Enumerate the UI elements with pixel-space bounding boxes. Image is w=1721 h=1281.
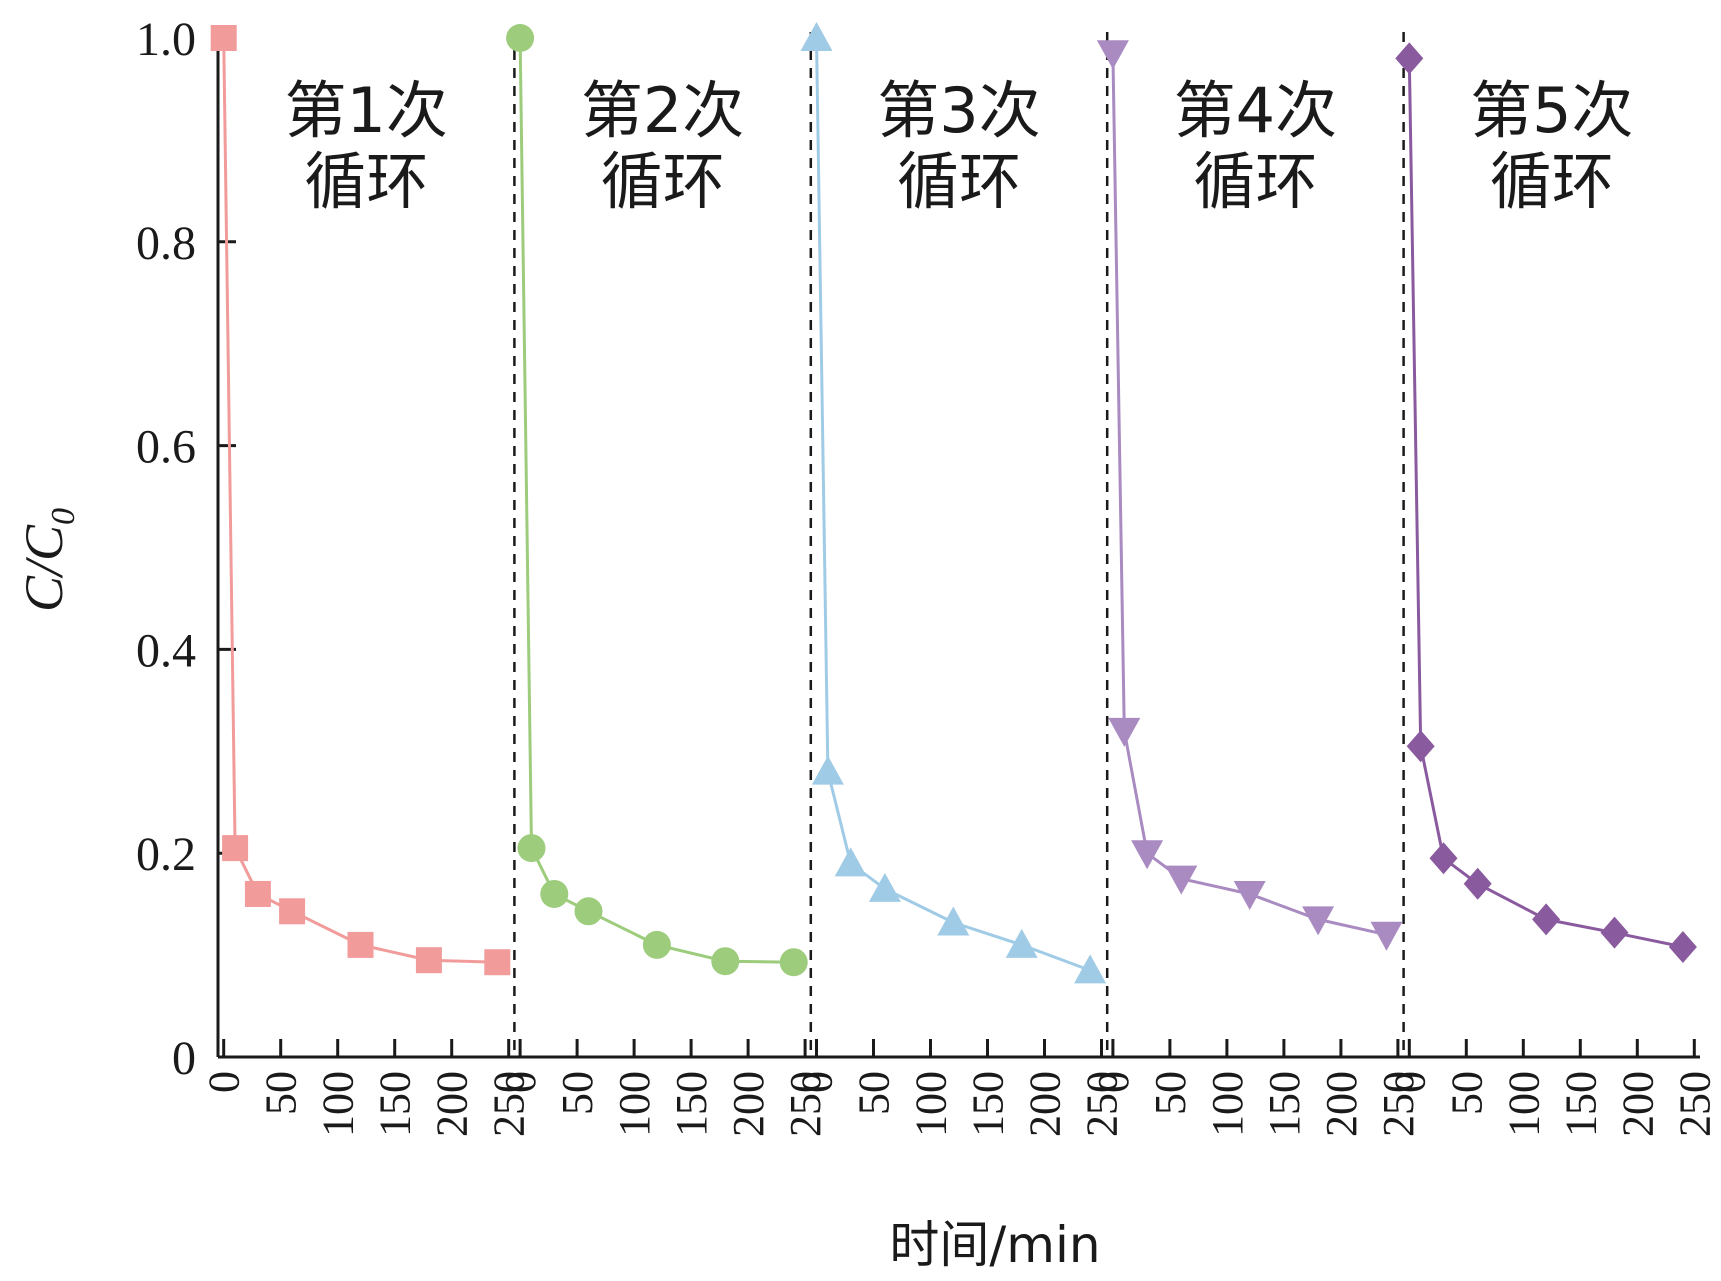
data-point-1-4 bbox=[347, 931, 374, 958]
data-point-3-4 bbox=[937, 906, 970, 936]
cycle-label-3-line1: 第3次 bbox=[877, 74, 1040, 147]
data-point-5-5 bbox=[1600, 916, 1629, 949]
x-tick-label-2-4: 200 bbox=[1021, 1071, 1070, 1137]
data-point-1-5 bbox=[415, 947, 442, 974]
cycle-label-3-line2: 循环 bbox=[897, 145, 1021, 218]
data-point-3-2 bbox=[834, 847, 867, 877]
data-point-5-2 bbox=[1429, 842, 1458, 875]
data-point-2-0 bbox=[506, 24, 535, 52]
y-tick-label-2: 0.4 bbox=[136, 624, 196, 677]
y-axis-title-subscript: 0 bbox=[45, 508, 82, 525]
data-point-2-2 bbox=[540, 879, 569, 908]
y-tick-label-0: 0 bbox=[172, 1032, 196, 1085]
y-tick-label-3: 0.6 bbox=[136, 421, 196, 474]
cycle-label-2-line2: 循环 bbox=[601, 145, 725, 218]
x-tick-label-0-0: 0 bbox=[200, 1071, 249, 1093]
x-tick-label-4-3: 150 bbox=[1556, 1071, 1605, 1137]
cycle-label-1-line2: 循环 bbox=[304, 145, 428, 218]
data-point-3-1 bbox=[811, 755, 844, 785]
x-tick-label-3-1: 50 bbox=[1146, 1071, 1195, 1115]
data-point-1-3 bbox=[279, 898, 306, 925]
x-tick-label-4-5: 250 bbox=[1670, 1071, 1719, 1137]
cycle-label-4-line2: 循环 bbox=[1193, 145, 1317, 218]
y-tick-label-4: 0.8 bbox=[136, 217, 196, 270]
data-point-1-2 bbox=[244, 880, 271, 907]
data-point-4-3 bbox=[1165, 865, 1198, 895]
data-point-1-6 bbox=[484, 949, 511, 976]
x-tick-label-3-2: 100 bbox=[1203, 1071, 1252, 1137]
data-point-2-5 bbox=[711, 947, 740, 976]
cycle-label-1-line1: 第1次 bbox=[284, 74, 447, 147]
x-tick-label-2-1: 50 bbox=[850, 1071, 899, 1115]
data-point-1-0 bbox=[210, 25, 237, 51]
x-tick-label-0-1: 50 bbox=[257, 1071, 306, 1115]
x-tick-label-3-0: 0 bbox=[1089, 1071, 1138, 1093]
x-tick-label-3-4: 200 bbox=[1317, 1071, 1366, 1137]
cycle-label-5-line1: 第5次 bbox=[1470, 74, 1633, 147]
x-axis-title: 时间/min bbox=[889, 1216, 1100, 1274]
x-tick-label-0-5: 250 bbox=[485, 1071, 534, 1137]
data-point-4-1 bbox=[1108, 717, 1141, 747]
y-tick-label-5: 1.0 bbox=[136, 13, 196, 66]
data-point-3-5 bbox=[1005, 928, 1038, 958]
x-tick-label-4-0: 0 bbox=[1385, 1071, 1434, 1093]
cycle-label-2-line1: 第2次 bbox=[581, 74, 744, 147]
data-point-3-3 bbox=[868, 872, 901, 902]
data-point-5-4 bbox=[1532, 903, 1561, 936]
y-tick-label-1: 0.2 bbox=[136, 828, 196, 881]
data-point-4-2 bbox=[1131, 840, 1164, 870]
data-point-2-6 bbox=[779, 948, 808, 977]
data-point-5-1 bbox=[1406, 730, 1435, 763]
data-point-2-4 bbox=[642, 930, 671, 959]
data-point-3-6 bbox=[1074, 954, 1107, 984]
x-tick-label-1-3: 150 bbox=[667, 1071, 716, 1137]
data-point-2-1 bbox=[517, 834, 546, 863]
data-point-5-3 bbox=[1463, 867, 1492, 900]
x-tick-label-0-2: 100 bbox=[314, 1071, 363, 1137]
x-tick-label-2-3: 150 bbox=[964, 1071, 1013, 1137]
data-point-1-1 bbox=[222, 835, 249, 862]
x-tick-label-4-4: 200 bbox=[1613, 1071, 1662, 1137]
x-tick-label-2-2: 100 bbox=[907, 1071, 956, 1137]
x-tick-label-3-3: 150 bbox=[1260, 1071, 1309, 1137]
x-tick-label-0-3: 150 bbox=[371, 1071, 420, 1137]
y-axis-title-main: C/C bbox=[14, 524, 74, 612]
data-point-4-5 bbox=[1302, 906, 1335, 936]
data-point-3-0 bbox=[800, 22, 833, 51]
x-tick-label-2-5: 250 bbox=[1078, 1071, 1127, 1137]
data-point-4-4 bbox=[1233, 880, 1266, 910]
series-layer bbox=[210, 22, 1697, 984]
x-tick-label-1-5: 250 bbox=[781, 1071, 830, 1137]
x-tick-label-3-5: 250 bbox=[1374, 1071, 1423, 1137]
cycle-label-4-line1: 第4次 bbox=[1174, 74, 1337, 147]
data-point-4-6 bbox=[1370, 921, 1403, 951]
x-tick-label-4-1: 50 bbox=[1442, 1071, 1491, 1115]
x-tick-label-0-4: 200 bbox=[428, 1071, 477, 1137]
x-tick-label-1-2: 100 bbox=[610, 1071, 659, 1137]
x-tick-label-1-0: 0 bbox=[496, 1071, 545, 1093]
y-axis-title: C/C0 bbox=[14, 508, 82, 612]
cycle-separators bbox=[513, 32, 1405, 1057]
data-point-5-0 bbox=[1395, 42, 1424, 75]
data-point-2-3 bbox=[574, 897, 603, 926]
x-tick-label-4-2: 100 bbox=[1499, 1071, 1548, 1137]
x-tick-label-1-4: 200 bbox=[724, 1071, 773, 1137]
x-tick-label-1-1: 50 bbox=[553, 1071, 602, 1115]
data-point-5-6 bbox=[1668, 930, 1697, 963]
cycle-label-5-line2: 循环 bbox=[1490, 145, 1614, 218]
x-tick-label-2-0: 0 bbox=[793, 1071, 842, 1093]
data-point-4-0 bbox=[1096, 40, 1129, 70]
